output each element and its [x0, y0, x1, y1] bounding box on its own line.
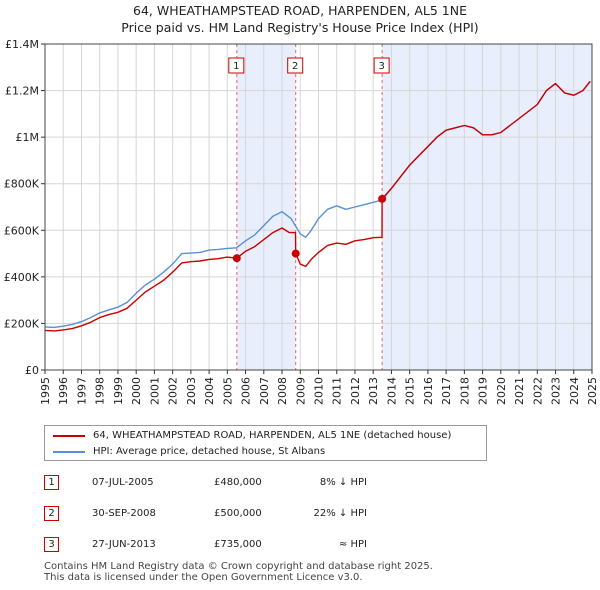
x-tick-label: 2011	[331, 377, 344, 405]
x-tick-label: 2002	[167, 377, 180, 405]
sale-hpi-comparison: ≈ HPI	[338, 539, 367, 550]
chart-title: 64, WHEATHAMPSTEAD ROAD, HARPENDEN, AL5 …	[0, 2, 600, 36]
title-line-address: 64, WHEATHAMPSTEAD ROAD, HARPENDEN, AL5 …	[133, 3, 467, 18]
price-chart: £0 £200K £400K £600K £800K £1M £1.2M £1.4M 1995 1…	[4, 38, 599, 405]
sale-price: £735,000	[214, 539, 262, 550]
sale-row-2: 2 30-SEP-2008 £500,000 22% ↓ HPI	[44, 503, 404, 534]
sale-number-badge: 1	[44, 475, 59, 490]
x-tick-label: 2018	[458, 377, 471, 405]
x-tick-label: 1995	[39, 377, 52, 405]
price-paid-line	[44, 80, 591, 332]
sale-marker-box-2	[287, 57, 304, 74]
sale-band-1	[236, 44, 296, 370]
y-tick-label: £1.4M	[5, 38, 39, 51]
x-tick-label: 1997	[75, 377, 88, 405]
x-tick-label: 2021	[513, 377, 526, 405]
sale-marker-box-1	[228, 57, 245, 74]
x-tick-label: 2012	[349, 377, 362, 405]
legend-swatch-hpi	[53, 451, 85, 453]
x-tick-label: 2004	[203, 377, 216, 405]
x-tick-label: 2020	[495, 377, 508, 405]
legend-label-price: 64, WHEATHAMPSTEAD ROAD, HARPENDEN, AL5 …	[93, 430, 452, 441]
x-tick-label: 2024	[568, 377, 581, 405]
footer-line-licence: This data is licensed under the Open Gov…	[44, 572, 363, 583]
sale-date: 27-JUN-2013	[92, 539, 156, 550]
sale-band-2	[382, 44, 592, 370]
sale-row-1: 1 07-JUL-2005 £480,000 8% ↓ HPI	[44, 472, 404, 503]
sale-marker-label-2: 2	[292, 61, 298, 72]
sale-date: 30-SEP-2008	[92, 508, 156, 519]
sale-marker-box-3	[373, 57, 390, 74]
chart-axes: £0 £200K £400K £600K £800K £1M £1.2M £1.4M 1995 1…	[4, 38, 599, 405]
legend-label-hpi: HPI: Average price, detached house, St A…	[93, 446, 326, 457]
sale-row-3: 3 27-JUN-2013 £735,000 ≈ HPI	[44, 534, 404, 565]
sale-marker-label-1: 1	[233, 61, 239, 72]
chart-series	[44, 80, 591, 332]
y-tick-label: £1M	[16, 131, 40, 144]
sale-price: £480,000	[214, 477, 262, 488]
x-tick-label: 2023	[550, 377, 563, 405]
x-tick-label: 2010	[313, 377, 326, 405]
sale-date: 07-JUL-2005	[92, 477, 154, 488]
legend-swatch-price	[53, 435, 85, 437]
y-tick-label: £200K	[4, 317, 40, 330]
sale-point-2	[291, 249, 300, 258]
chart-legend: 64, WHEATHAMPSTEAD ROAD, HARPENDEN, AL5 …	[44, 425, 487, 461]
x-tick-label: 2013	[367, 377, 380, 405]
x-tick-label: 2017	[440, 377, 453, 405]
x-tick-label: 2007	[258, 377, 271, 405]
sales-table: 1 07-JUL-2005 £480,000 8% ↓ HPI 2 30-SEP…	[44, 472, 404, 565]
x-tick-label: 2001	[148, 377, 161, 405]
x-tick-label: 2019	[477, 377, 490, 405]
sale-marker-label-3: 3	[378, 61, 384, 72]
sale-number-badge: 3	[44, 537, 59, 552]
y-tick-label: £800K	[4, 178, 40, 191]
sale-point-3	[378, 194, 387, 203]
x-tick-label: 2009	[294, 377, 307, 405]
x-tick-label: 2022	[531, 377, 544, 405]
footer-line-copyright: Contains HM Land Registry data © Crown c…	[44, 561, 433, 572]
x-tick-label: 1996	[57, 377, 70, 405]
plot-frame	[44, 43, 593, 371]
y-tick-label: £0	[25, 364, 39, 377]
x-tick-label: 2014	[385, 377, 398, 405]
x-tick-label: 1999	[112, 377, 125, 405]
sale-bands	[236, 44, 592, 370]
sale-hpi-comparison: 22% ↓ HPI	[313, 508, 367, 519]
sale-markers: 1 2 3	[228, 57, 390, 263]
sale-number-badge: 2	[44, 506, 59, 521]
sale-point-1	[232, 254, 241, 263]
x-tick-label: 2005	[221, 377, 234, 405]
y-tick-label: £400K	[4, 271, 40, 284]
x-tick-label: 2016	[422, 377, 435, 405]
sale-hpi-comparison: 8% ↓ HPI	[319, 477, 367, 488]
x-tick-label: 2006	[240, 377, 253, 405]
x-tick-label: 2000	[130, 377, 143, 405]
title-line-subtitle: Price paid vs. HM Land Registry's House …	[121, 20, 479, 35]
x-tick-label: 2015	[404, 377, 417, 405]
x-tick-label: 1998	[94, 377, 107, 405]
x-tick-label: 2025	[586, 377, 599, 405]
x-tick-label: 2003	[185, 377, 198, 405]
x-tick-label: 2008	[276, 377, 289, 405]
sale-price: £500,000	[214, 508, 262, 519]
copyright-footer: Contains HM Land Registry data © Crown c…	[44, 561, 433, 583]
y-tick-label: £1.2M	[5, 85, 39, 98]
y-tick-label: £600K	[4, 224, 40, 237]
